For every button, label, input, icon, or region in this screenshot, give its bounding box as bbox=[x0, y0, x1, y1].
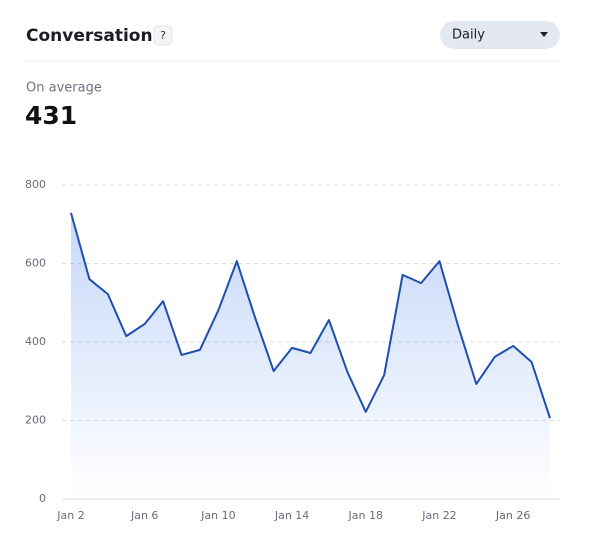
x-tick-label: Jan 26 bbox=[495, 509, 530, 522]
x-tick-label: Jan 14 bbox=[274, 509, 309, 522]
y-tick-label: 0 bbox=[39, 492, 46, 505]
line bbox=[70, 212, 551, 419]
y-tick-label: 200 bbox=[25, 414, 46, 427]
x-tick-label: Jan 18 bbox=[348, 509, 383, 522]
dropdown-label[interactable]: Daily bbox=[452, 28, 485, 43]
summary-label: On average bbox=[26, 81, 102, 96]
x-tick-label: Jan 10 bbox=[200, 509, 235, 522]
y-tick-label: 400 bbox=[25, 335, 46, 348]
dropdown[interactable] bbox=[440, 21, 560, 49]
area bbox=[71, 212, 550, 499]
x-tick-label: Jan 2 bbox=[56, 509, 84, 522]
dropdown-arrow[interactable] bbox=[540, 32, 548, 37]
x-tick-label: Jan 22 bbox=[421, 509, 456, 522]
y-tick-label: 600 bbox=[25, 257, 46, 270]
x-tick-label: Jan 6 bbox=[130, 509, 158, 522]
y-tick-label: 800 bbox=[25, 178, 46, 191]
help-icon[interactable]: ? bbox=[160, 29, 166, 42]
card-title: Conversations bbox=[26, 26, 163, 46]
help-box[interactable] bbox=[153, 25, 173, 46]
summary-value: 431 bbox=[25, 101, 77, 130]
